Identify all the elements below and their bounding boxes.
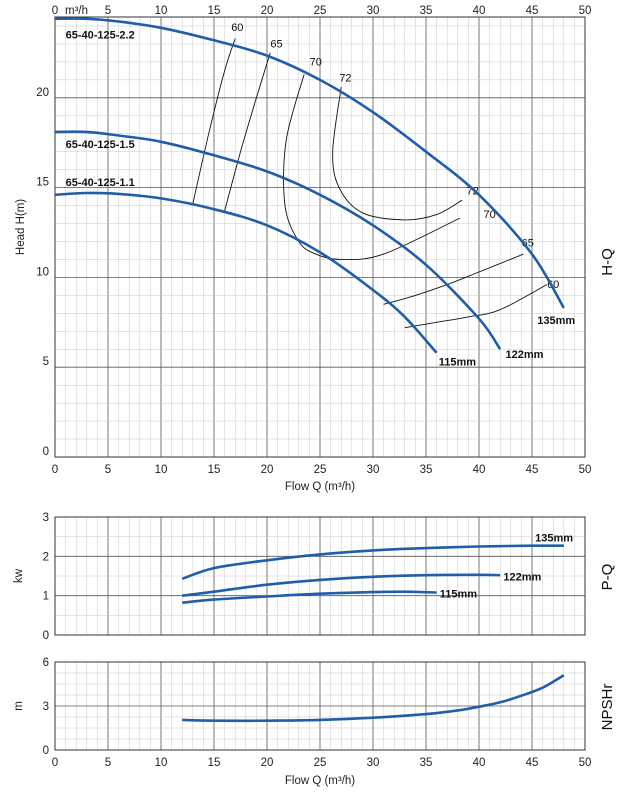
npsh-x-tick-label: 20 [261, 757, 274, 769]
hq-curve-135mm [54, 17, 565, 309]
hq-x-tick-label: 50 [579, 464, 592, 476]
npsh-x-tick-label: 35 [420, 757, 433, 769]
pq-series-label: 135mm [535, 532, 573, 544]
hq-top-tick-label: 25 [314, 5, 327, 17]
npsh-y-tick-label: 6 [43, 657, 49, 669]
efficiency-label: 60 [231, 22, 243, 34]
efficiency-line-65 [224, 52, 271, 212]
hq-x-tick-label: 25 [314, 464, 327, 476]
hq-top-tick-label: 0 [52, 5, 58, 17]
pq-series-label: 122mm [503, 572, 541, 584]
hq-top-axis-unit: m³/h [65, 5, 88, 17]
npsh-x-tick-label: 10 [155, 757, 168, 769]
model-label: 65-40-125-1.1 [66, 177, 135, 189]
efficiency-label: 70 [483, 209, 495, 221]
pq-side-label: P-Q [599, 564, 616, 591]
npsh-x-tick-label: 25 [314, 757, 327, 769]
hq-top-tick-label: 10 [155, 5, 168, 17]
hq-frame [54, 16, 586, 458]
pq-y-tick-label: 3 [43, 512, 49, 524]
impeller-label: 122mm [506, 349, 544, 361]
efficiency-line-60 [192, 38, 236, 204]
pq-y-tick-label: 2 [43, 551, 49, 563]
hq-top-tick-label: 5 [105, 5, 111, 17]
hq-top-tick-label: 45 [526, 5, 539, 17]
npsh-x-tick-label: 50 [579, 757, 592, 769]
efficiency-line-72 [332, 86, 463, 221]
npsh-curve [182, 674, 565, 723]
hq-x-tick-label: 20 [261, 464, 274, 476]
efficiency-line-70 [283, 74, 461, 260]
pq-curve-115mm [182, 590, 437, 604]
hq-top-tick-label: 15 [208, 5, 221, 17]
hq-grid [54, 16, 586, 458]
efficiency-label: 65 [270, 38, 282, 50]
hq-curve-122mm [54, 130, 502, 350]
impeller-label: 115mm [439, 356, 477, 368]
npsh-x-tick-label: 30 [367, 757, 380, 769]
hq-x-tick-label: 5 [105, 464, 111, 476]
hq-top-tick-label: 40 [473, 5, 486, 17]
npsh-side-label: NPSHr [599, 684, 616, 731]
model-label: 65-40-125-1.5 [66, 139, 135, 151]
hq-curve-115mm [54, 191, 438, 354]
hq-top-tick-label: 30 [367, 5, 380, 17]
npsh-grid [54, 661, 586, 751]
hq-top-tick-label: 35 [420, 5, 433, 17]
npsh-y-axis-label: m [13, 701, 25, 711]
efficiency-line-60 [404, 284, 548, 329]
hq-x-tick-label: 35 [420, 464, 433, 476]
hq-y-axis-label: Head H(m) [15, 199, 27, 255]
model-label: 65-40-125-2.2 [66, 30, 135, 42]
hq-top-tick-label: 20 [261, 5, 274, 17]
hq-x-tick-label: 45 [526, 464, 539, 476]
npsh-x-tick-label: 40 [473, 757, 486, 769]
pq-y-tick-label: 1 [43, 591, 49, 603]
hq-side-label: H-Q [599, 248, 616, 276]
hq-y-tick-label: 20 [36, 87, 49, 99]
pq-frame [54, 516, 586, 636]
pq-curve-135mm [181, 544, 564, 581]
npsh-frame [54, 661, 586, 751]
pq-y-tick-label: 0 [43, 630, 49, 642]
efficiency-label: 70 [310, 56, 322, 68]
npsh-x-tick-label: 45 [526, 757, 539, 769]
efficiency-label: 72 [467, 186, 479, 198]
hq-y-tick-label: 15 [36, 177, 49, 189]
hq-x-tick-label: 40 [473, 464, 486, 476]
hq-x-tick-label: 15 [208, 464, 221, 476]
hq-y-tick-label: 5 [43, 356, 49, 368]
hq-y-tick-label: 10 [36, 266, 49, 278]
efficiency-label: 72 [339, 72, 351, 84]
hq-y-tick-label: 0 [43, 446, 49, 458]
hq-x-tick-label: 0 [52, 464, 58, 476]
pq-curve-122mm [182, 573, 501, 597]
hq-x-tick-label: 10 [155, 464, 168, 476]
hq-x-tick-label: 30 [367, 464, 380, 476]
npsh-y-tick-label: 3 [43, 701, 49, 713]
hq-x-axis-label: Flow Q (m³/h) [285, 481, 355, 493]
impeller-label: 135mm [537, 315, 575, 327]
pq-y-axis-label: kw [13, 568, 25, 583]
npsh-x-axis-label: Flow Q (m³/h) [285, 775, 355, 787]
npsh-y-tick-label: 0 [43, 745, 49, 757]
pq-series-label: 115mm [440, 589, 478, 601]
pq-grid [54, 516, 586, 636]
npsh-x-tick-label: 5 [105, 757, 111, 769]
npsh-x-tick-label: 15 [208, 757, 221, 769]
npsh-x-tick-label: 0 [52, 757, 58, 769]
hq-top-tick-label: 50 [579, 5, 592, 17]
